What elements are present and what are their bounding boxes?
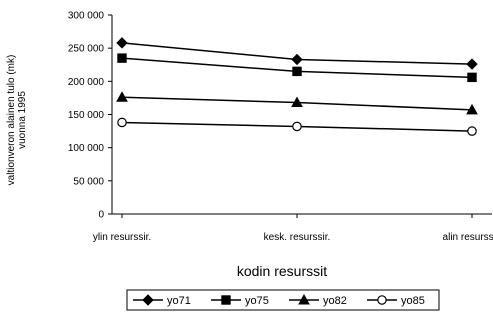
data-point-yo75 [292,66,302,77]
series-yo82 [116,91,478,115]
legend: yo71 yo75 yo82 yo85 [126,289,440,311]
y-tick-label: 250 000 [68,44,105,55]
x-tick-label: kesk. resurssir. [264,232,331,243]
x-axis-title: kodin resurssit [237,263,327,279]
y-axis-title-line-1: valtionveron alainen tulo (mk) [6,55,17,186]
series-yo71 [116,37,478,70]
legend-label: yo75 [245,295,269,307]
axes [111,15,492,215]
data-point-yo75 [467,72,477,83]
data-point-yo85 [467,126,477,136]
legend-marker-yo75 [221,295,231,305]
x-tick-label: alin resurssir. [443,232,493,243]
y-tick-label: 100 000 [68,143,105,154]
legend-label: yo85 [401,295,425,307]
y-tick-label: 50 000 [73,176,104,187]
data-point-yo82 [116,91,128,102]
series-yo85 [117,117,477,136]
data-point-yo85 [117,117,127,128]
legend-item-yo85: yo85 [367,295,425,307]
data-point-yo85 [292,121,302,132]
y-axis-title-group: valtionveron alainen tulo (mk) vuonna 19… [6,55,28,186]
data-point-yo71 [116,37,128,49]
legend-label: yo82 [323,295,347,307]
y-tick-label: 150 000 [68,110,105,121]
legend-box [126,289,440,311]
legend-item-yo82: yo82 [289,293,347,307]
data-point-yo75 [117,53,127,63]
y-axis-ticks: 0 50 000 100 000 150 000 200 000 250 000 300 0… [68,11,112,221]
y-tick-label: 300 000 [68,11,105,22]
series-yo75 [117,53,477,83]
y-axis-title-line-2: vuonna 1995 [17,91,28,149]
x-axis-ticks: ylin resurssir. kesk. resurssir. alin resu… [93,214,493,243]
legend-marker-yo82 [298,293,310,305]
legend-item-yo71: yo71 [133,294,191,307]
data-point-yo82 [291,96,303,108]
y-tick-label: 200 000 [68,77,105,88]
data-point-yo71 [466,58,478,70]
legend-item-yo75: yo75 [211,295,269,307]
data-point-yo71 [291,53,303,66]
series-layer [116,37,478,136]
x-tick-label: ylin resurssir. [93,232,151,243]
legend-marker-yo85 [377,295,387,305]
data-point-yo82 [466,103,478,115]
y-tick-label: 0 [98,210,104,221]
legend-label: yo71 [167,295,191,307]
legend-marker-yo71 [142,294,154,306]
